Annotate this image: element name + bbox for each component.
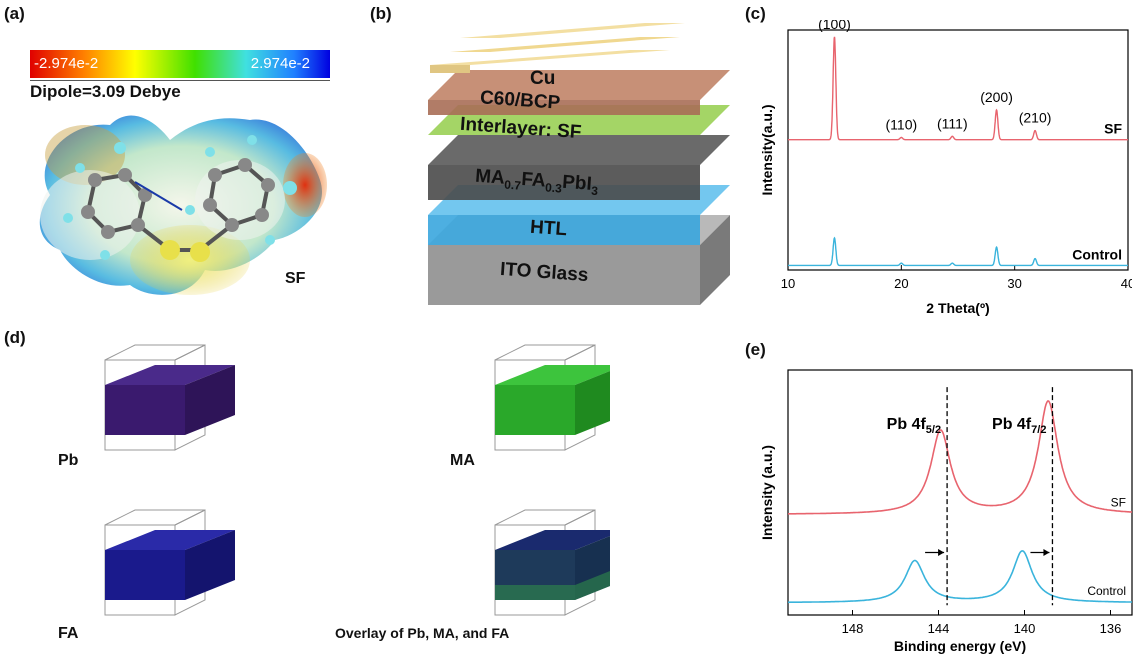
layer-label-cu: Cu (530, 68, 556, 89)
layer-c60 (428, 70, 730, 115)
shift-arrow-head (1043, 549, 1050, 557)
shift-arrow-head (938, 549, 945, 557)
peak-label: (100) (818, 20, 851, 32)
x-tick-label: 40 (1121, 276, 1132, 291)
cube-ma (494, 344, 610, 451)
panel-label-e: (e) (745, 340, 766, 359)
panel-label-b: (b) (370, 4, 392, 23)
peak-label: (110) (886, 116, 918, 132)
y-axis-label: Intensity(a.u.) (760, 104, 775, 195)
map-label-pb: Pb (58, 452, 79, 469)
x-tick-label: 140 (1014, 621, 1036, 636)
x-tick-label: 10 (781, 276, 795, 291)
plot-frame (787, 29, 1129, 271)
peak-label: (210) (1019, 110, 1052, 126)
x-axis-label: 2 Theta(º) (926, 300, 989, 316)
series-label-control: Control (1072, 246, 1122, 262)
cube-pb (104, 344, 235, 451)
series-line-control (788, 550, 1132, 604)
map-label-fa: FA (58, 625, 79, 642)
panel-label-a: (a) (4, 4, 25, 23)
dipole-label: Dipole=3.09 Debye (30, 82, 181, 101)
layer-label-htl: HTL (529, 216, 568, 241)
series-line-sf (788, 400, 1132, 515)
colorbar-max-label: 2.974e-2 (250, 55, 310, 72)
esp-colorbar: -2.974e-2 2.974e-2 (30, 50, 330, 78)
series-label-control: Control (1087, 584, 1126, 598)
x-tick-label: 148 (842, 621, 864, 636)
x-tick-label: 144 (928, 621, 950, 636)
tof-sims-3d-maps (104, 344, 610, 616)
series-label-sf: SF (1111, 496, 1126, 510)
panel-label-c: (c) (745, 4, 766, 23)
map-label-overlay: Overlay of Pb, MA, and FA (335, 625, 510, 641)
peak-annotation: Pb 4f5/2 (887, 416, 941, 436)
molecule-label-sf: SF (285, 270, 306, 287)
layer-cu-electrodes (430, 23, 685, 73)
panel-label-d: (d) (4, 328, 26, 347)
sf-molecule-esp-map (39, 115, 327, 295)
plot-frame (787, 369, 1133, 616)
layer-perovskite (428, 135, 730, 200)
series-label-sf: SF (1104, 121, 1122, 137)
series-line-control (788, 236, 1128, 267)
series-line-sf (788, 36, 1128, 141)
x-tick-label: 136 (1100, 621, 1122, 636)
xrd-chart: 10 20 30 40 2 Theta(º) Intensity(a.u.) SF Contr… (760, 20, 1132, 316)
device-stack-diagram (428, 23, 730, 305)
cube-overlay (494, 509, 610, 616)
xps-chart: 148 144 140 136 Binding energy (eV) Intensity… (760, 369, 1133, 654)
peak-annotation: Pb 4f7/2 (992, 416, 1046, 436)
peak-label: (111) (937, 115, 968, 131)
x-tick-label: 20 (894, 276, 908, 291)
x-axis-label: Binding energy (eV) (894, 638, 1026, 654)
map-label-ma: MA (450, 452, 475, 469)
peak-label: (200) (980, 89, 1013, 105)
x-tick-label: 30 (1007, 276, 1021, 291)
cube-fa (104, 509, 235, 616)
colorbar-min-label: -2.974e-2 (34, 55, 99, 72)
y-axis-label: Intensity (a.u.) (760, 445, 775, 540)
colorbar-underline (30, 80, 330, 81)
